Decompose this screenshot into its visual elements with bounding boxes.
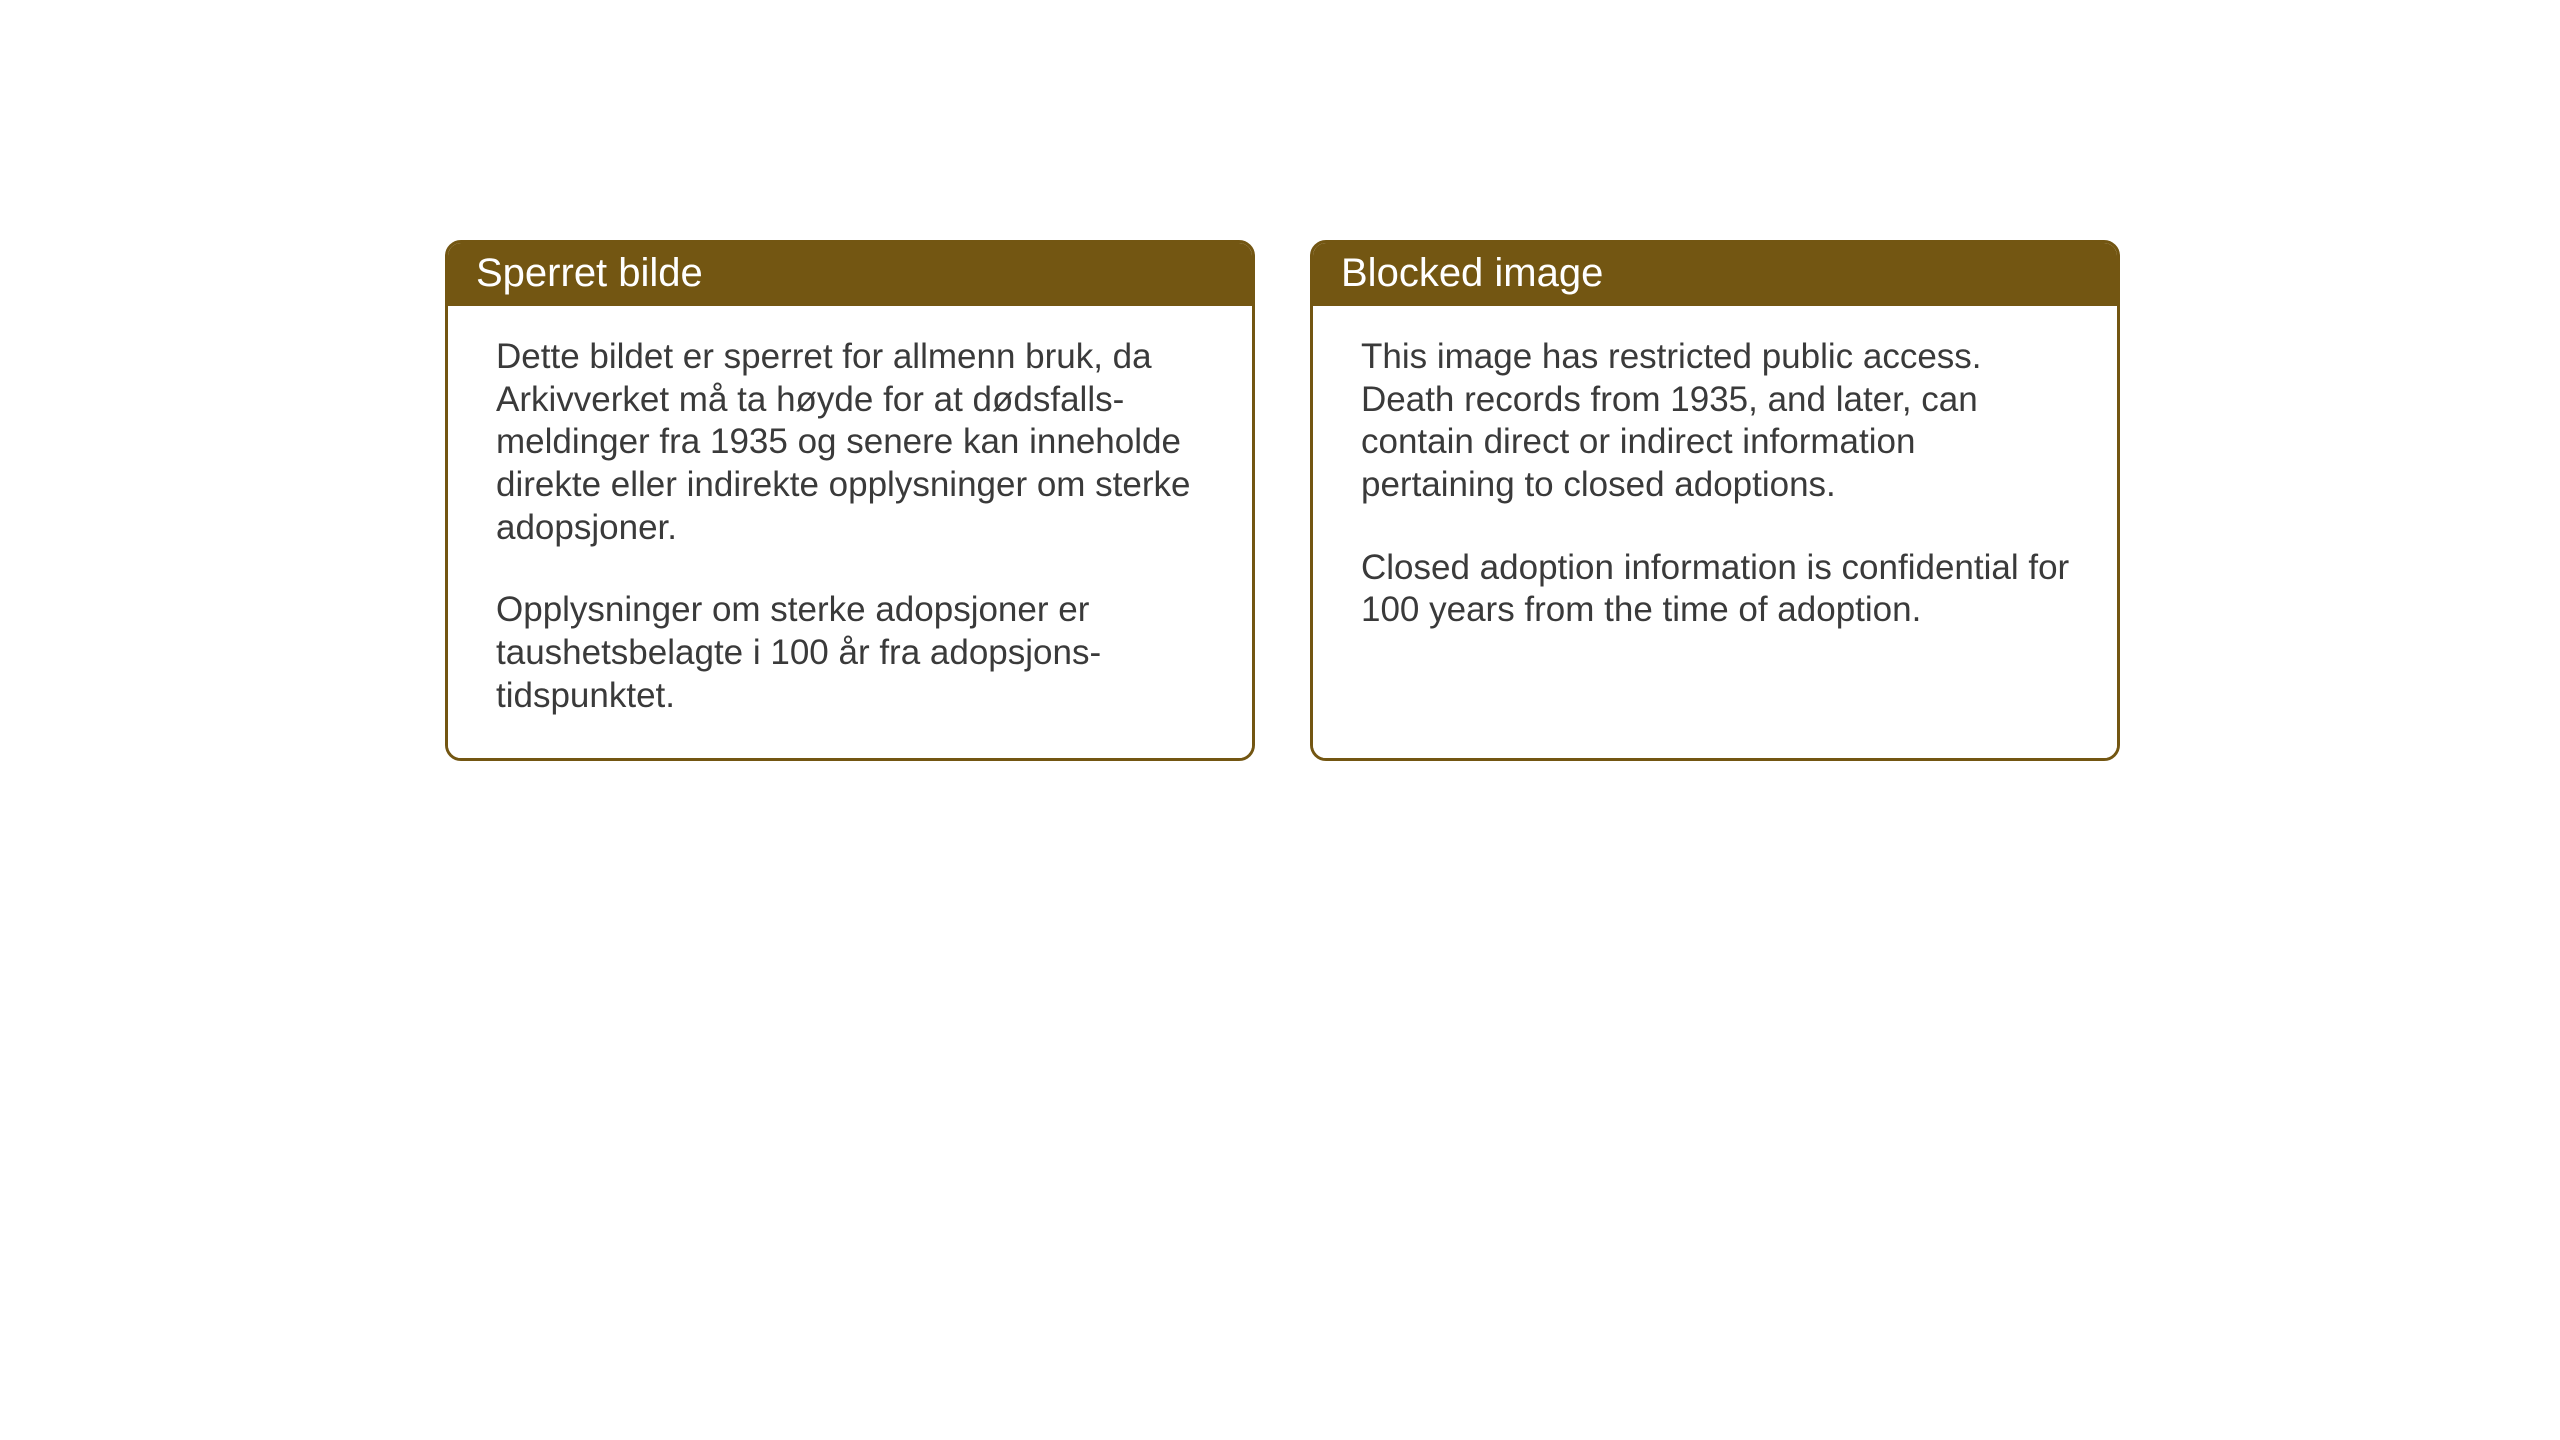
notice-body-english: This image has restricted public access.… [1313,306,2117,758]
notice-box-norwegian: Sperret bilde Dette bildet er sperret fo… [445,240,1255,761]
notice-paragraph: Closed adoption information is confident… [1361,547,2077,632]
notice-header-norwegian: Sperret bilde [448,243,1252,306]
notice-paragraph: Dette bildet er sperret for allmenn bruk… [496,336,1212,549]
notice-body-norwegian: Dette bildet er sperret for allmenn bruk… [448,306,1252,758]
notice-header-english: Blocked image [1313,243,2117,306]
notice-box-english: Blocked image This image has restricted … [1310,240,2120,761]
notice-paragraph: Opplysninger om sterke adopsjoner er tau… [496,589,1212,717]
notice-container: Sperret bilde Dette bildet er sperret fo… [445,240,2120,761]
notice-paragraph: This image has restricted public access.… [1361,336,2077,507]
